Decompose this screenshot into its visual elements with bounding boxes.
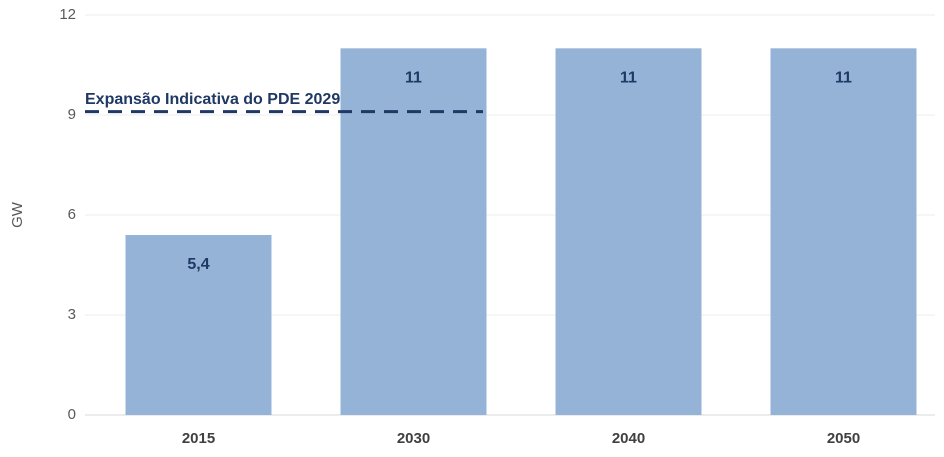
x-tick-label: 2040 (612, 430, 645, 447)
bar (125, 235, 272, 415)
x-tick-label: 2030 (397, 430, 430, 447)
y-tick-label: 9 (68, 106, 76, 123)
y-axis-label: GW (9, 201, 26, 228)
x-tick-label: 2015 (182, 430, 215, 447)
data-label: 11 (835, 70, 852, 87)
bar (770, 48, 917, 415)
data-label: 5,4 (187, 256, 209, 273)
reference-label: Expansão Indicativa do PDE 2029 (85, 91, 340, 108)
data-label: 11 (620, 70, 637, 87)
bar (340, 48, 487, 415)
y-tick-label: 12 (59, 6, 76, 23)
x-tick-label: 2050 (827, 430, 860, 447)
bar (555, 48, 702, 415)
y-tick-label: 3 (68, 306, 76, 323)
data-label: 11 (405, 70, 422, 87)
y-tick-label: 0 (68, 406, 76, 423)
y-tick-label: 6 (68, 206, 76, 223)
